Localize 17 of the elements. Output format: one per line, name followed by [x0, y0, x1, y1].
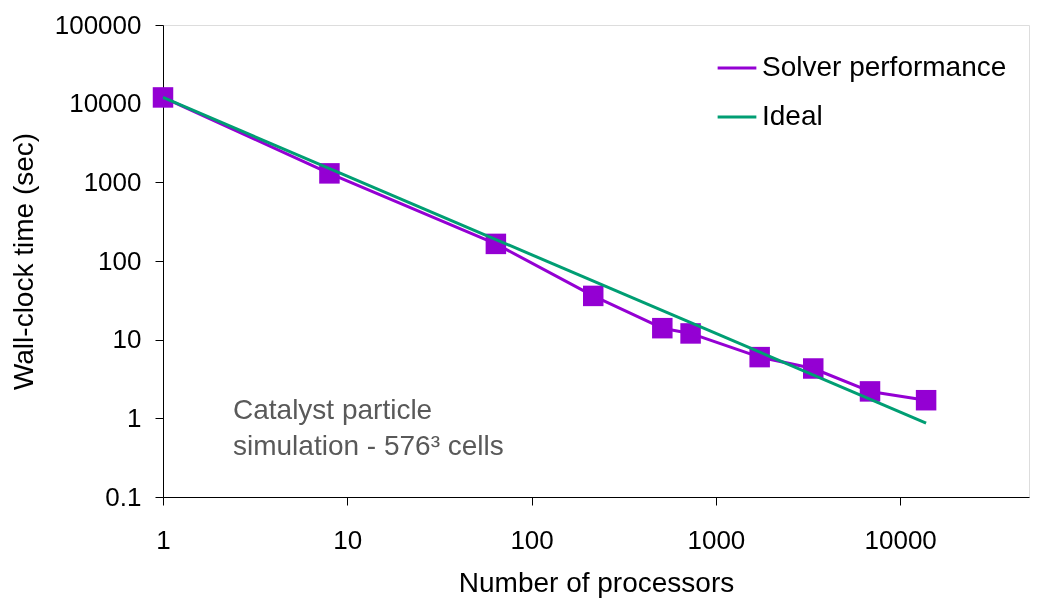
- legend-label: Ideal: [762, 100, 823, 131]
- legend-label: Solver performance: [762, 51, 1007, 82]
- y-tick-label: 100: [98, 245, 142, 276]
- x-tick-label: 10000: [864, 524, 937, 555]
- y-tick-label: 10: [112, 324, 142, 355]
- annotation: Catalyst particle simulation - 576³ cells: [233, 394, 504, 461]
- y-tick-label: 0.1: [105, 481, 142, 512]
- x-axis-title: Number of processors: [458, 566, 735, 598]
- y-tick-label: 1000: [83, 166, 142, 197]
- x-tick-label: 1000: [687, 524, 746, 555]
- y-tick-label: 100000: [54, 9, 142, 40]
- y-axis-title: Wall-clock time (sec): [7, 132, 39, 391]
- y-tick-label: 1: [127, 402, 142, 433]
- y-tick-label: 10000: [69, 88, 142, 119]
- x-tick-label: 10: [333, 524, 363, 555]
- x-tick-label: 100: [510, 524, 554, 555]
- x-tick-label: 1: [156, 524, 171, 555]
